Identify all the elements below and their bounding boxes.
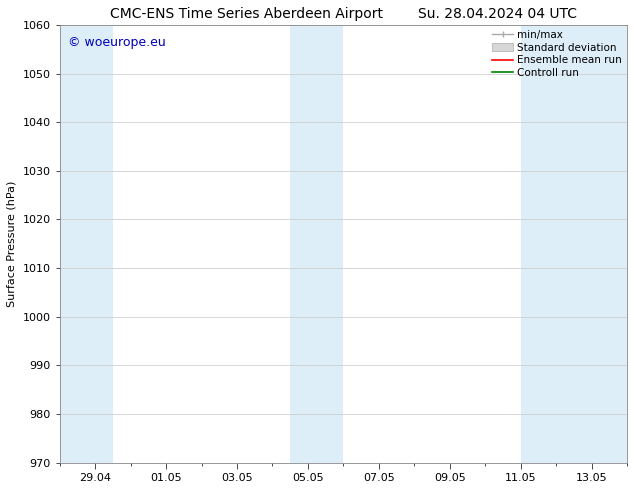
Y-axis label: Surface Pressure (hPa): Surface Pressure (hPa) [7,181,17,307]
Title: CMC-ENS Time Series Aberdeen Airport        Su. 28.04.2024 04 UTC: CMC-ENS Time Series Aberdeen Airport Su.… [110,7,577,21]
Bar [290,25,344,463]
Bar [60,25,113,463]
Text: © woeurope.eu: © woeurope.eu [68,36,166,49]
Legend: min/max, Standard deviation, Ensemble mean run, Controll run: min/max, Standard deviation, Ensemble me… [490,28,624,80]
Bar [521,25,627,463]
